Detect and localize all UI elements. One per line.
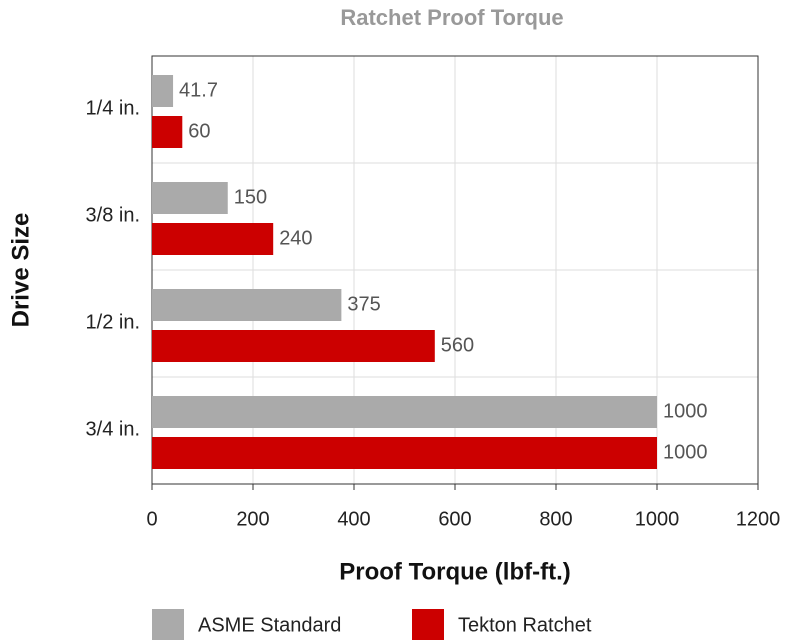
x-tick-label: 400 [337,508,370,530]
data-label: 240 [279,227,312,249]
x-tick-label: 1200 [736,508,781,530]
legend-label: ASME Standard [198,614,341,636]
data-label: 560 [441,334,474,356]
x-tick-label: 200 [236,508,269,530]
bar [152,182,228,214]
bar [152,330,435,362]
x-axis-label: Proof Torque (lbf-ft.) [339,558,571,585]
y-tick-label: 1/2 in. [86,311,140,333]
y-axis-label: Drive Size [7,213,34,328]
bar [152,396,657,428]
data-label: 375 [347,293,380,315]
data-label: 1000 [663,441,708,463]
data-label: 1000 [663,400,708,422]
y-tick-label: 3/4 in. [86,418,140,440]
bar [152,75,174,107]
y-tick-label: 1/4 in. [86,97,140,119]
bar [152,437,657,469]
x-tick-label: 1000 [635,508,680,530]
x-tick-label: 800 [539,508,572,530]
bar [152,116,183,148]
x-tick-label: 0 [146,508,157,530]
y-tick-label: 3/8 in. [86,204,140,226]
bar [152,289,342,321]
chart-title: Ratchet Proof Torque [340,5,563,30]
legend-label: Tekton Ratchet [458,614,592,636]
legend-swatch [412,609,444,640]
data-label: 60 [188,120,210,142]
legend-swatch [152,609,184,640]
data-label: 41.7 [179,79,218,101]
bar [152,223,274,255]
x-tick-label: 600 [438,508,471,530]
plot-frame [151,55,759,485]
data-label: 150 [234,186,267,208]
